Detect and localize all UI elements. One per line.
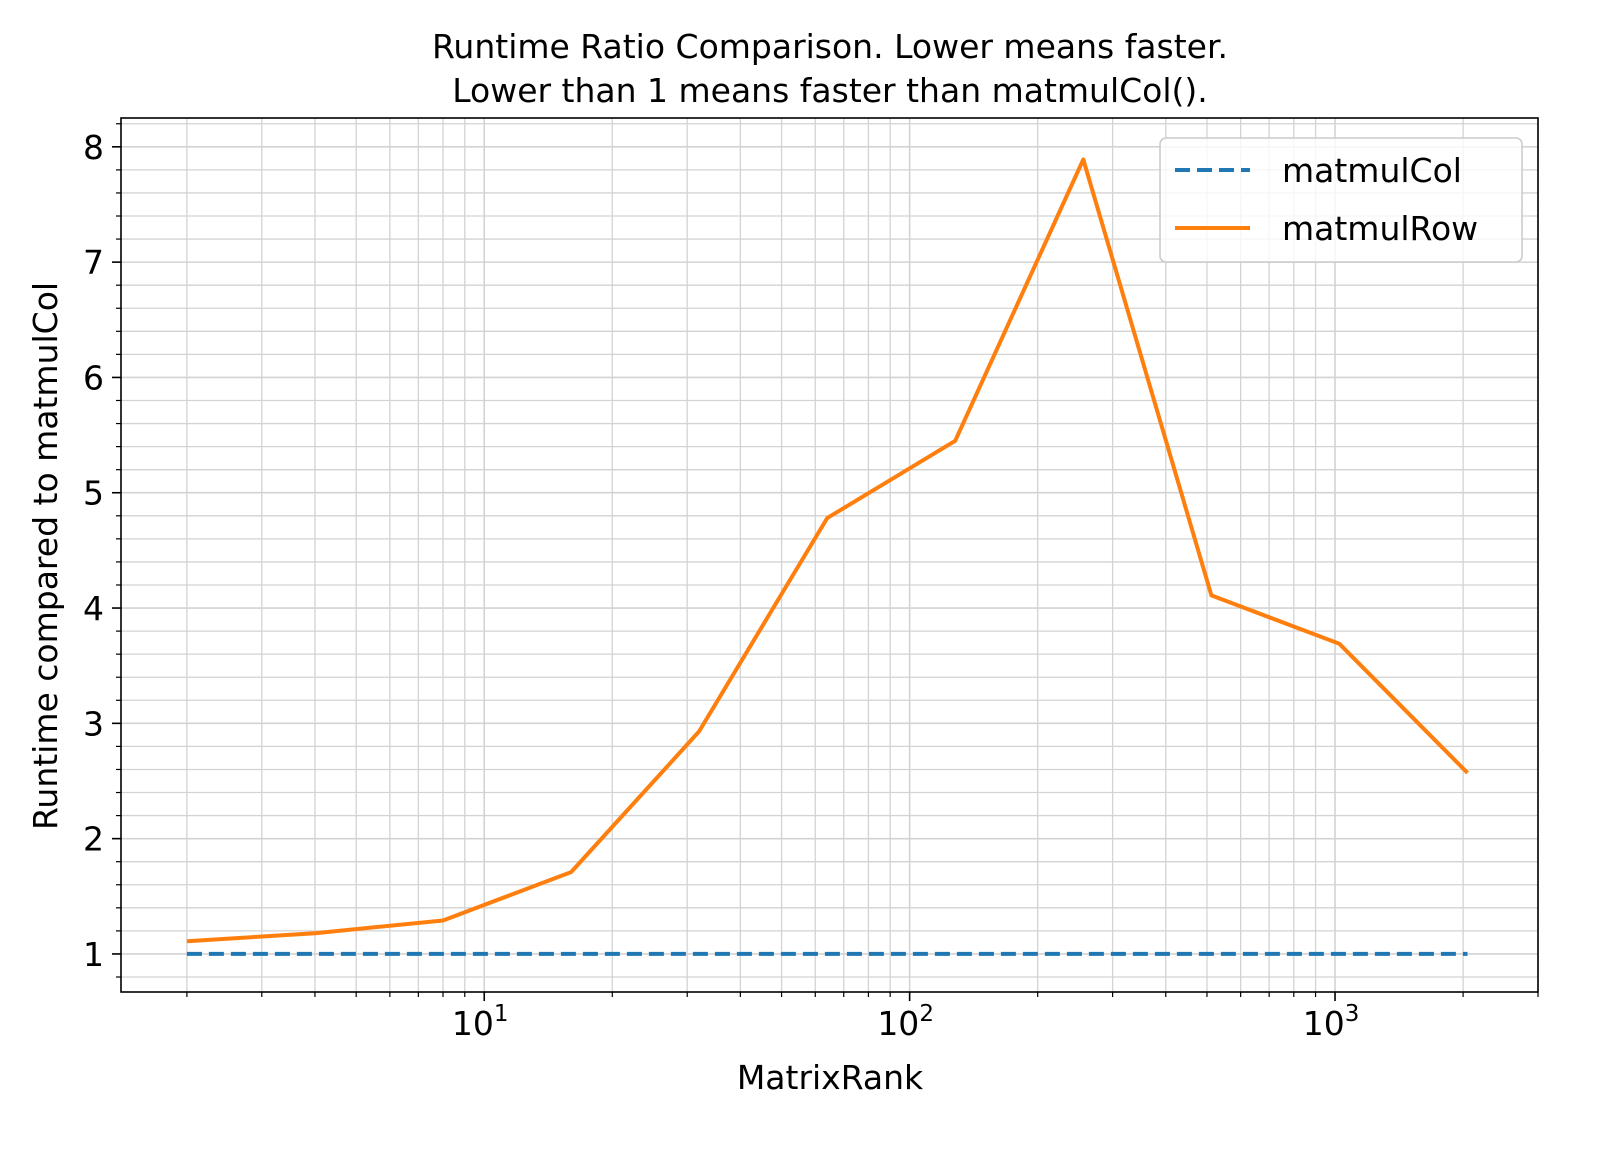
plot-frame: [120, 117, 1539, 993]
legend: matmulCol matmulRow: [1159, 137, 1523, 263]
x-tick-label: 102: [877, 1001, 934, 1043]
y-tick-label: 8: [83, 128, 104, 167]
x-tick-label: 103: [1303, 1001, 1360, 1043]
legend-label-matmulrow: matmulRow: [1282, 209, 1478, 248]
y-tick-label: 3: [83, 704, 104, 743]
series-layer: [186, 157, 1469, 956]
axis-ticks: 1 2 3 4 5 6 7 8 101 102 103: [83, 123, 1539, 1043]
legend-label-matmulcol: matmulCol: [1282, 151, 1462, 190]
x-tick-label: 101: [452, 1001, 509, 1043]
y-tick-label: 6: [83, 358, 104, 397]
y-tick-label: 4: [83, 589, 104, 628]
y-tick-label: 5: [83, 474, 104, 513]
y-tick-label: 7: [83, 243, 104, 282]
series-line-matmulrow: [186, 157, 1469, 944]
y-axis-label: Runtime compared to matmulCol: [26, 282, 65, 830]
y-tick-label: 1: [83, 935, 104, 974]
y-tick-label: 2: [83, 820, 104, 859]
x-axis-label: MatrixRank: [737, 1058, 924, 1097]
chart-subtitle: Lower than 1 means faster than matmulCol…: [452, 71, 1208, 110]
grid: [121, 118, 1539, 992]
chart-title: Runtime Ratio Comparison. Lower means fa…: [432, 27, 1228, 66]
legend-box: [1159, 137, 1523, 263]
